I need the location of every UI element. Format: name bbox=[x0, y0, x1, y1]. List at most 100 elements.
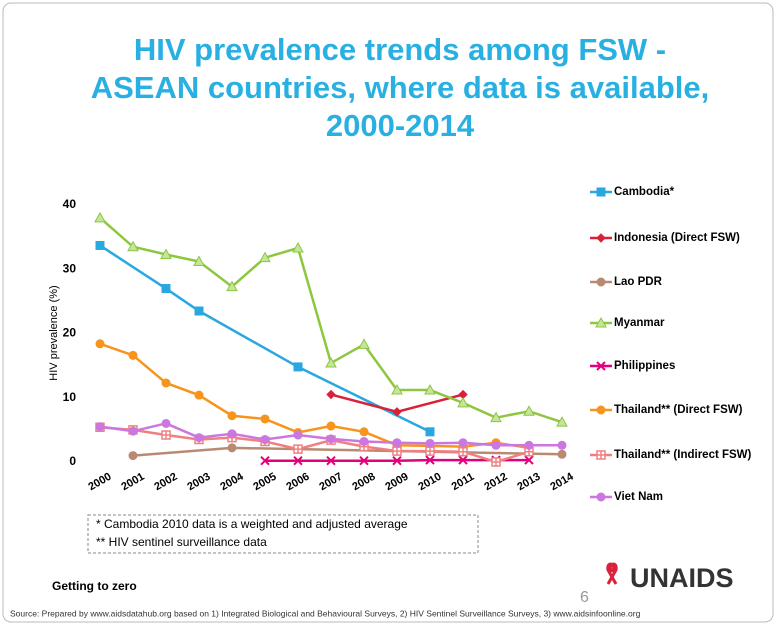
marker bbox=[161, 378, 171, 388]
marker bbox=[326, 434, 336, 444]
legend-label: Cambodia* bbox=[614, 186, 675, 198]
marker bbox=[392, 438, 402, 448]
series-line bbox=[99, 244, 431, 433]
logo: UNAIDS bbox=[630, 563, 734, 593]
marker bbox=[227, 411, 237, 421]
marker bbox=[490, 411, 502, 423]
marker bbox=[523, 405, 535, 416]
marker bbox=[556, 416, 568, 427]
marker bbox=[392, 456, 402, 466]
legend-label: Philippines bbox=[614, 360, 675, 372]
x-tick-label: 2012 bbox=[482, 471, 509, 494]
tagline: Getting to zero bbox=[52, 579, 137, 593]
marker bbox=[161, 418, 171, 428]
legend-marker bbox=[595, 316, 607, 328]
marker bbox=[227, 429, 237, 439]
legend-marker bbox=[596, 187, 606, 197]
marker bbox=[260, 435, 270, 445]
marker bbox=[194, 433, 204, 443]
marker bbox=[425, 438, 435, 448]
x-tick-label: 2007 bbox=[317, 471, 344, 494]
marker bbox=[95, 339, 105, 349]
marker bbox=[161, 430, 171, 440]
x-tick-label: 2010 bbox=[416, 471, 443, 494]
marker bbox=[325, 357, 337, 368]
marker bbox=[160, 248, 172, 259]
marker bbox=[326, 421, 336, 431]
y-axis-label: HIV prevalence (%) bbox=[48, 285, 60, 380]
legend-marker bbox=[596, 450, 606, 460]
series-line bbox=[99, 426, 530, 464]
marker bbox=[194, 390, 204, 400]
marker bbox=[293, 456, 303, 466]
legend-label: Thailand** (Direct FSW) bbox=[614, 404, 743, 416]
page-number: 6 bbox=[580, 589, 589, 606]
marker bbox=[194, 306, 204, 316]
marker bbox=[359, 427, 369, 437]
y-tick-label: 30 bbox=[63, 261, 77, 275]
legend-label: Thailand** (Indirect FSW) bbox=[614, 449, 752, 461]
legend-marker bbox=[596, 361, 606, 371]
marker bbox=[425, 446, 435, 456]
marker bbox=[458, 438, 468, 448]
marker bbox=[161, 284, 171, 294]
x-tick-label: 2014 bbox=[548, 470, 576, 493]
marker bbox=[127, 240, 139, 252]
marker bbox=[425, 455, 435, 465]
marker bbox=[557, 449, 567, 459]
legend-marker bbox=[596, 405, 606, 415]
x-tick-label: 2006 bbox=[284, 471, 311, 494]
marker bbox=[524, 455, 534, 465]
legend-marker bbox=[596, 277, 606, 287]
marker bbox=[458, 446, 468, 457]
legend-label: Indonesia (Direct FSW) bbox=[614, 232, 740, 244]
marker bbox=[557, 440, 567, 450]
marker bbox=[326, 456, 336, 466]
legend-label: Lao PDR bbox=[614, 276, 663, 288]
marker bbox=[392, 407, 402, 417]
marker bbox=[259, 251, 271, 263]
marker bbox=[128, 350, 138, 360]
chart-title: HIV prevalence trends among FSW -ASEAN c… bbox=[91, 32, 710, 143]
marker bbox=[292, 242, 304, 253]
x-tick-label: 2004 bbox=[218, 470, 246, 493]
marker bbox=[425, 427, 435, 437]
x-tick-label: 2002 bbox=[152, 471, 179, 494]
marker bbox=[128, 451, 138, 461]
marker bbox=[95, 240, 105, 250]
legend-marker bbox=[596, 492, 606, 502]
y-tick-label: 10 bbox=[63, 390, 77, 404]
x-tick-label: 2003 bbox=[185, 471, 212, 494]
note: ** HIV sentinel surveillance data bbox=[96, 535, 267, 549]
y-tick-label: 20 bbox=[63, 326, 77, 340]
x-tick-label: 2009 bbox=[383, 471, 410, 494]
source: Source: Prepared by www.aidsdatahub.org … bbox=[10, 608, 641, 618]
marker bbox=[260, 456, 270, 466]
y-tick-label: 40 bbox=[63, 197, 77, 211]
marker bbox=[392, 446, 402, 456]
x-tick-label: 2011 bbox=[450, 471, 477, 493]
legend-marker bbox=[596, 233, 606, 243]
x-tick-label: 2001 bbox=[119, 471, 146, 494]
marker bbox=[293, 430, 303, 440]
marker bbox=[326, 389, 336, 400]
marker bbox=[524, 440, 534, 450]
note: * Cambodia 2010 data is a weighted and a… bbox=[96, 517, 408, 531]
marker bbox=[457, 396, 469, 408]
marker bbox=[193, 255, 205, 267]
series-line bbox=[99, 342, 530, 450]
legend-label: Viet Nam bbox=[614, 491, 663, 503]
x-tick-label: 2005 bbox=[251, 471, 278, 494]
marker bbox=[293, 362, 303, 372]
marker bbox=[226, 280, 238, 292]
marker bbox=[95, 422, 105, 432]
marker bbox=[359, 456, 369, 466]
marker bbox=[424, 384, 436, 395]
x-tick-label: 2000 bbox=[86, 471, 113, 494]
ribbon-icon bbox=[606, 562, 618, 585]
marker bbox=[358, 338, 370, 349]
marker bbox=[359, 436, 369, 446]
